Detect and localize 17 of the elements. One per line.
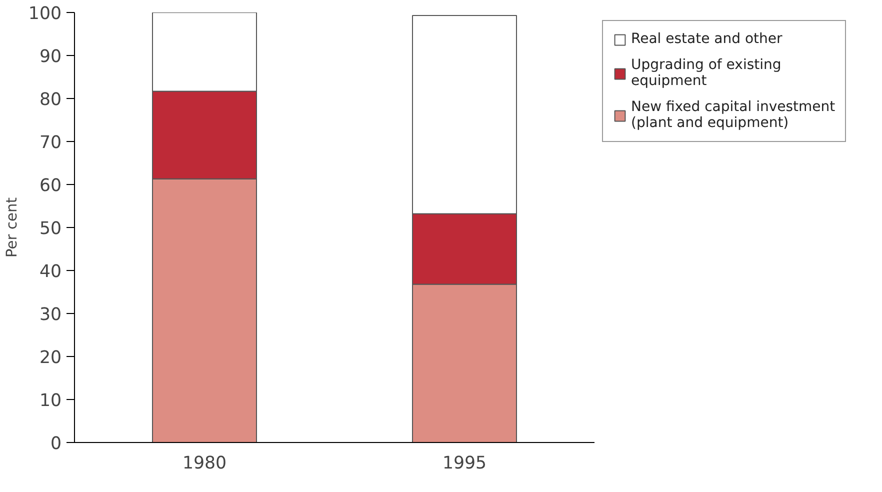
y-axis-title: Per cent [3, 197, 20, 258]
y-tick-label: 0 [50, 434, 62, 454]
y-tick-label: 100 [28, 4, 62, 24]
y-tick-label: 40 [39, 262, 62, 282]
y-tick-label: 90 [39, 47, 62, 67]
legend-label: New fixed capital investment (plant and equipment) [631, 99, 836, 131]
legend-label: Real estate and other [631, 31, 782, 47]
y-tick-label: 20 [39, 348, 62, 368]
y-tick-label: 50 [39, 219, 62, 239]
y-tick-label: 80 [39, 90, 62, 110]
y-tick-label: 60 [39, 176, 62, 196]
x-tick-label: 1995 [442, 454, 487, 474]
x-tick-label: 1980 [182, 454, 227, 474]
legend-label: Upgrading of existing equipment [631, 57, 782, 89]
y-tick-label: 10 [39, 391, 62, 411]
y-tick-label: 30 [39, 305, 62, 325]
y-tick-label: 70 [39, 133, 62, 153]
